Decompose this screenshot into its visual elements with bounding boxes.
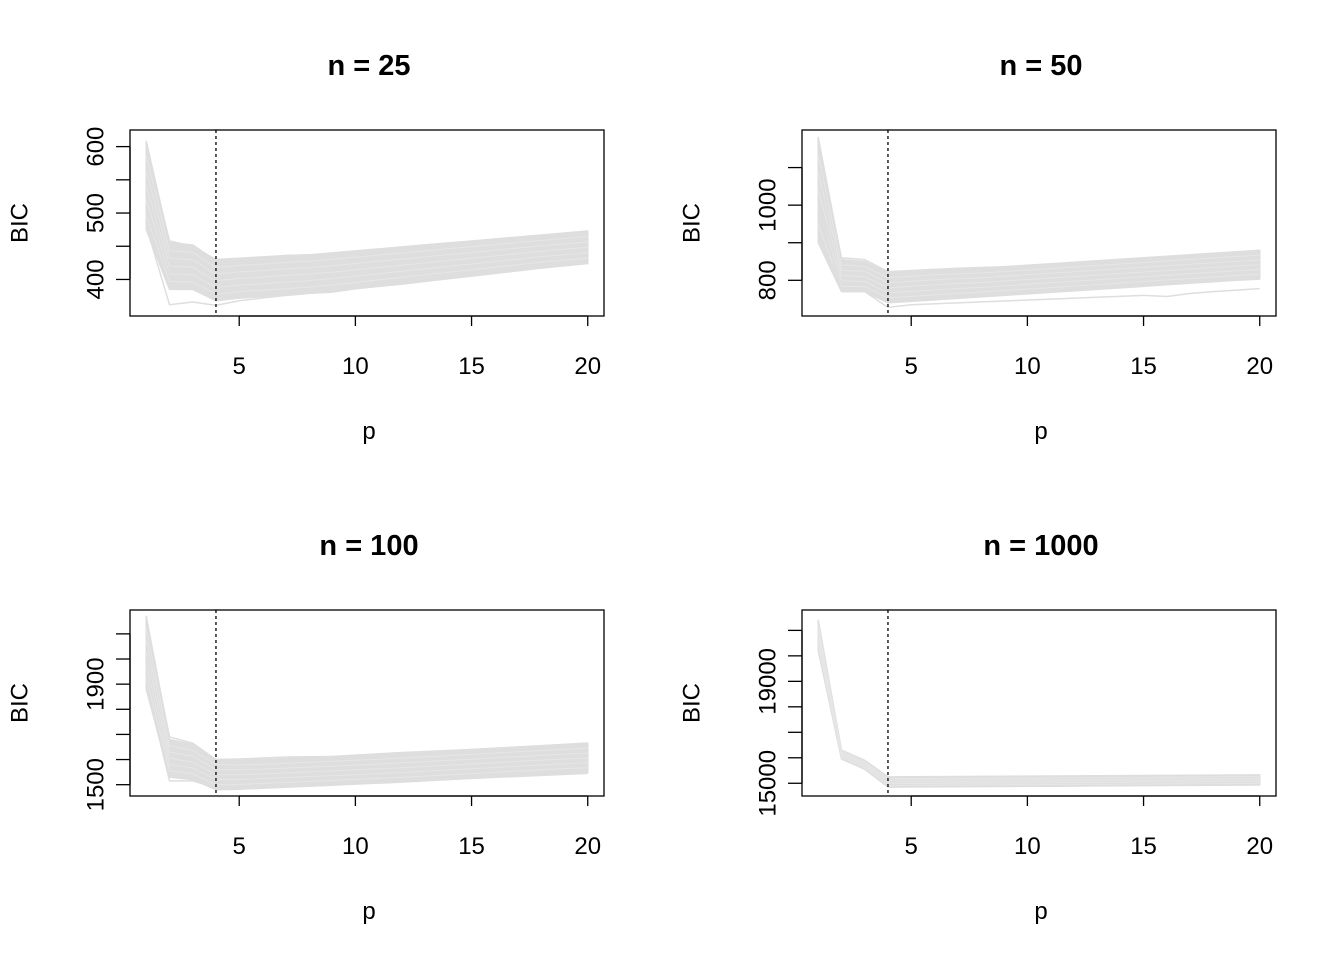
bic-series-line	[817, 640, 1260, 785]
y-tick-label: 1900	[83, 657, 110, 710]
x-axis-label: p	[362, 418, 375, 445]
x-tick-label: 10	[342, 833, 369, 860]
y-tick-label: 1500	[83, 758, 110, 811]
y-axis-label: BIC	[679, 203, 706, 243]
bic-series-outlier-line	[817, 204, 1260, 309]
panel-title: n = 50	[999, 50, 1082, 82]
x-tick-label: 10	[1014, 833, 1041, 860]
panel-2: 5 10 15 20 800 1000 n = 50 p BIC	[679, 50, 1277, 445]
x-tick-label: 20	[1246, 833, 1273, 860]
panel-title: n = 25	[327, 50, 410, 82]
x-axis-label: p	[1034, 898, 1047, 925]
x-tick-label: 5	[905, 833, 918, 860]
x-tick-label: 15	[1130, 353, 1157, 380]
x-axis-label: p	[362, 898, 375, 925]
panel-1: 5 10 15 20 400 500 600 n = 25 p BIC	[7, 50, 605, 445]
panel-title: n = 1000	[983, 530, 1098, 562]
plot-area	[817, 136, 1261, 309]
bic-series-line	[817, 630, 1260, 781]
x-axis-label: p	[1034, 418, 1047, 445]
y-axis-label: BIC	[7, 203, 34, 243]
x-tick-label: 15	[458, 833, 485, 860]
bic-series-line	[145, 200, 588, 288]
plot-area	[145, 615, 589, 791]
x-tick-label: 20	[1246, 353, 1273, 380]
y-tick-label: 1000	[755, 178, 782, 231]
bic-series-outlier-line	[145, 683, 588, 789]
bic-series-line	[817, 225, 1260, 299]
bic-series-outlier-line	[817, 144, 1260, 273]
bic-series-line	[817, 207, 1260, 294]
bic-series-line	[145, 185, 588, 282]
y-axis-label: BIC	[679, 683, 706, 723]
x-tick-label: 20	[574, 353, 601, 380]
panel-title: n = 100	[319, 530, 418, 562]
bic-series-band	[817, 136, 1261, 304]
bic-series-line	[145, 155, 588, 269]
bic-series-band	[145, 615, 589, 791]
x-tick-label: 5	[905, 353, 918, 380]
bic-series-line	[145, 640, 588, 771]
bic-series-line	[817, 645, 1260, 786]
x-tick-label: 10	[342, 353, 369, 380]
y-axis-label: BIC	[7, 683, 34, 723]
y-tick-label: 600	[83, 127, 110, 167]
plot-area	[817, 619, 1261, 788]
x-tick-label: 15	[458, 353, 485, 380]
bic-series-line	[145, 664, 588, 781]
bic-series-outlier-line	[145, 146, 588, 261]
bic-series-outlier-line	[145, 621, 588, 761]
bic-series-line	[817, 189, 1260, 289]
bic-series-line	[817, 635, 1260, 783]
x-tick-label: 5	[233, 833, 246, 860]
x-tick-label: 15	[1130, 833, 1157, 860]
bic-series-outlier-line	[145, 226, 588, 307]
y-tick-label: 500	[83, 193, 110, 233]
bic-series-line	[145, 652, 588, 776]
x-tick-label: 5	[233, 353, 246, 380]
x-tick-label: 20	[574, 833, 601, 860]
bic-series-band	[145, 140, 589, 302]
bic-series-line	[817, 625, 1260, 780]
y-tick-label: 15000	[755, 750, 782, 817]
panel-4: 5 10 15 20 15000 19000 n = 1000 p BIC	[679, 530, 1277, 925]
y-tick-label: 19000	[755, 648, 782, 715]
bic-series-line	[145, 628, 588, 766]
bic-series-line	[817, 154, 1260, 279]
bic-series-band	[817, 619, 1261, 788]
bic-series-line	[145, 676, 588, 786]
y-tick-label: 400	[83, 259, 110, 299]
x-tick-label: 10	[1014, 353, 1041, 380]
bic-series-line	[145, 214, 588, 295]
bic-series-line	[817, 172, 1260, 284]
bic-series-line	[145, 170, 588, 275]
panel-3: 5 10 15 20 1500 1900 n = 100 p BIC	[7, 530, 605, 925]
plot-area	[145, 140, 589, 307]
y-tick-label: 800	[755, 260, 782, 300]
